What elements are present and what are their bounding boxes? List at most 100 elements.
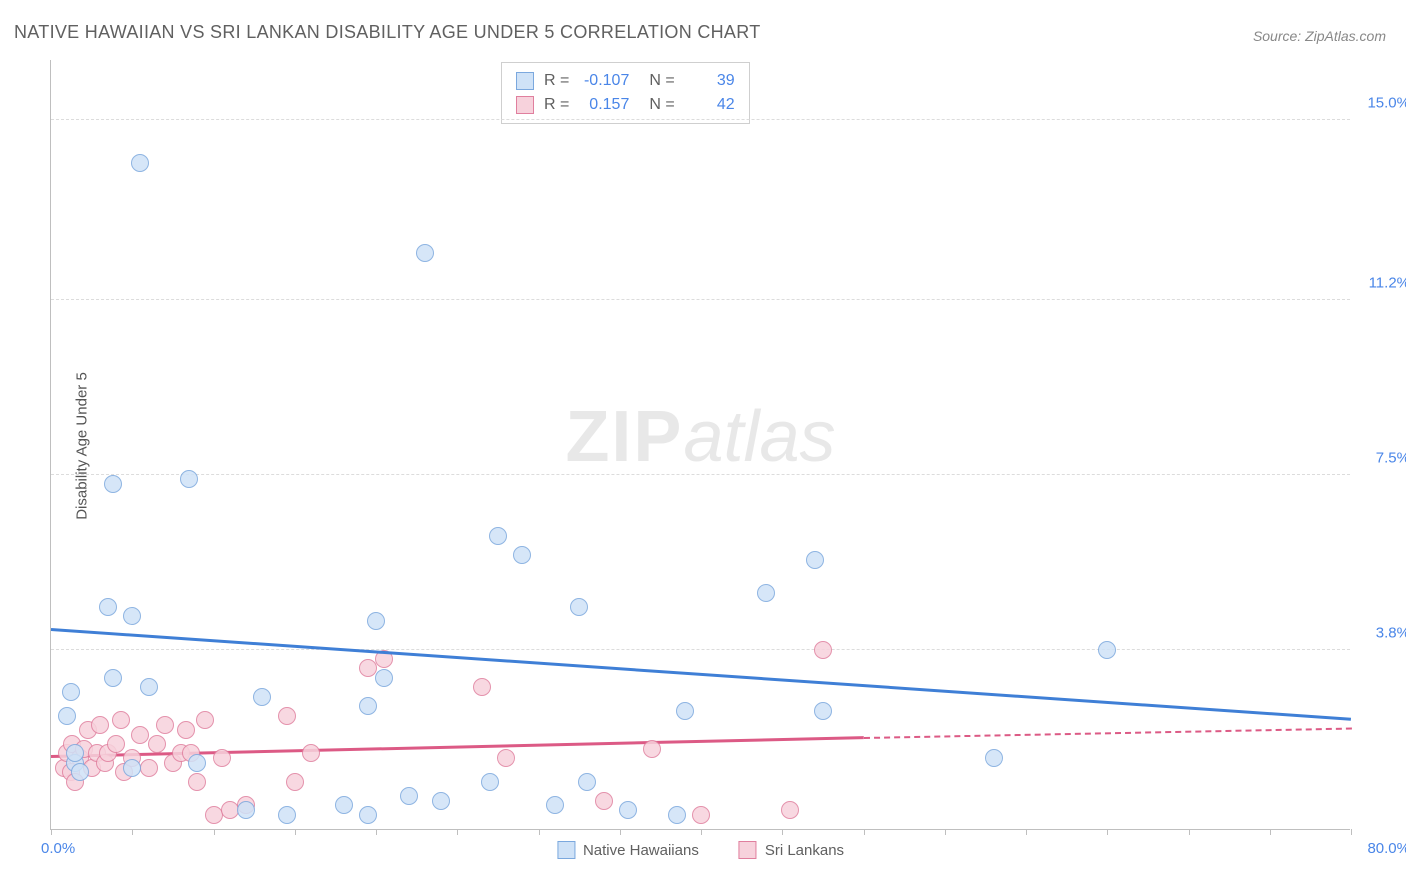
scatter-point	[140, 678, 158, 696]
x-axis-max-label: 80.0%	[1367, 840, 1406, 857]
trend-line	[863, 728, 1351, 739]
scatter-point	[781, 801, 799, 819]
x-tick	[1351, 829, 1352, 835]
watermark-zip: ZIP	[565, 396, 683, 476]
scatter-point	[570, 598, 588, 616]
scatter-point	[481, 773, 499, 791]
x-tick	[701, 829, 702, 835]
scatter-point	[375, 669, 393, 687]
scatter-point	[177, 721, 195, 739]
scatter-point	[112, 711, 130, 729]
x-tick	[457, 829, 458, 835]
scatter-point	[546, 796, 564, 814]
x-tick	[782, 829, 783, 835]
y-tick-label: 3.8%	[1355, 624, 1406, 641]
scatter-point	[286, 773, 304, 791]
scatter-point	[213, 749, 231, 767]
watermark: ZIPatlas	[565, 395, 835, 477]
scatter-point	[489, 527, 507, 545]
trend-line	[51, 628, 1351, 721]
x-tick	[51, 829, 52, 835]
scatter-point	[619, 801, 637, 819]
scatter-point	[58, 707, 76, 725]
y-tick-label: 7.5%	[1355, 449, 1406, 466]
scatter-point	[196, 711, 214, 729]
x-tick	[1189, 829, 1190, 835]
y-tick-label: 11.2%	[1355, 274, 1406, 291]
scatter-point	[302, 744, 320, 762]
gridline	[51, 649, 1350, 650]
scatter-point	[91, 716, 109, 734]
scatter-plot: ZIPatlas R = -0.107 N = 39 R = 0.157 N =…	[50, 60, 1350, 830]
gridline	[51, 119, 1350, 120]
x-tick	[864, 829, 865, 835]
legend-label: Native Hawaiians	[583, 842, 699, 859]
bottom-legend: Native Hawaiians Sri Lankans	[557, 841, 844, 859]
gridline	[51, 474, 1350, 475]
x-tick	[1026, 829, 1027, 835]
stats-row-srilankan: R = 0.157 N = 42	[516, 93, 735, 117]
x-tick	[1107, 829, 1108, 835]
legend-label: Sri Lankans	[765, 842, 844, 859]
scatter-point	[237, 801, 255, 819]
watermark-atlas: atlas	[683, 396, 835, 476]
x-tick	[214, 829, 215, 835]
x-tick	[132, 829, 133, 835]
r-label: R =	[544, 93, 569, 117]
swatch-icon	[739, 841, 757, 859]
scatter-point	[497, 749, 515, 767]
n-value: 39	[685, 69, 735, 93]
scatter-point	[359, 806, 377, 824]
scatter-point	[595, 792, 613, 810]
scatter-point	[156, 716, 174, 734]
scatter-point	[400, 787, 418, 805]
scatter-point	[188, 754, 206, 772]
x-tick	[376, 829, 377, 835]
scatter-point	[814, 641, 832, 659]
legend-item-hawaiian: Native Hawaiians	[557, 841, 699, 859]
scatter-point	[416, 244, 434, 262]
chart-title: NATIVE HAWAIIAN VS SRI LANKAN DISABILITY…	[14, 22, 761, 43]
scatter-point	[278, 806, 296, 824]
x-tick	[539, 829, 540, 835]
scatter-point	[1098, 641, 1116, 659]
swatch-icon	[516, 72, 534, 90]
scatter-point	[107, 735, 125, 753]
scatter-point	[188, 773, 206, 791]
swatch-icon	[557, 841, 575, 859]
scatter-point	[123, 759, 141, 777]
stats-legend-box: R = -0.107 N = 39 R = 0.157 N = 42	[501, 62, 750, 124]
scatter-point	[123, 607, 141, 625]
n-value: 42	[685, 93, 735, 117]
scatter-point	[131, 726, 149, 744]
scatter-point	[814, 702, 832, 720]
scatter-point	[131, 154, 149, 172]
scatter-point	[104, 669, 122, 687]
x-axis-min-label: 0.0%	[41, 840, 75, 857]
scatter-point	[180, 470, 198, 488]
scatter-point	[757, 584, 775, 602]
legend-item-srilankan: Sri Lankans	[739, 841, 844, 859]
scatter-point	[62, 683, 80, 701]
x-tick	[620, 829, 621, 835]
r-label: R =	[544, 69, 569, 93]
scatter-point	[513, 546, 531, 564]
r-value: -0.107	[579, 69, 629, 93]
scatter-point	[148, 735, 166, 753]
n-label: N =	[649, 93, 674, 117]
gridline	[51, 299, 1350, 300]
scatter-point	[99, 598, 117, 616]
scatter-point	[473, 678, 491, 696]
scatter-point	[359, 659, 377, 677]
scatter-point	[278, 707, 296, 725]
scatter-point	[367, 612, 385, 630]
r-value: 0.157	[579, 93, 629, 117]
scatter-point	[140, 759, 158, 777]
scatter-point	[578, 773, 596, 791]
x-tick	[1270, 829, 1271, 835]
scatter-point	[985, 749, 1003, 767]
scatter-point	[643, 740, 661, 758]
scatter-point	[359, 697, 377, 715]
scatter-point	[66, 744, 84, 762]
scatter-point	[71, 763, 89, 781]
